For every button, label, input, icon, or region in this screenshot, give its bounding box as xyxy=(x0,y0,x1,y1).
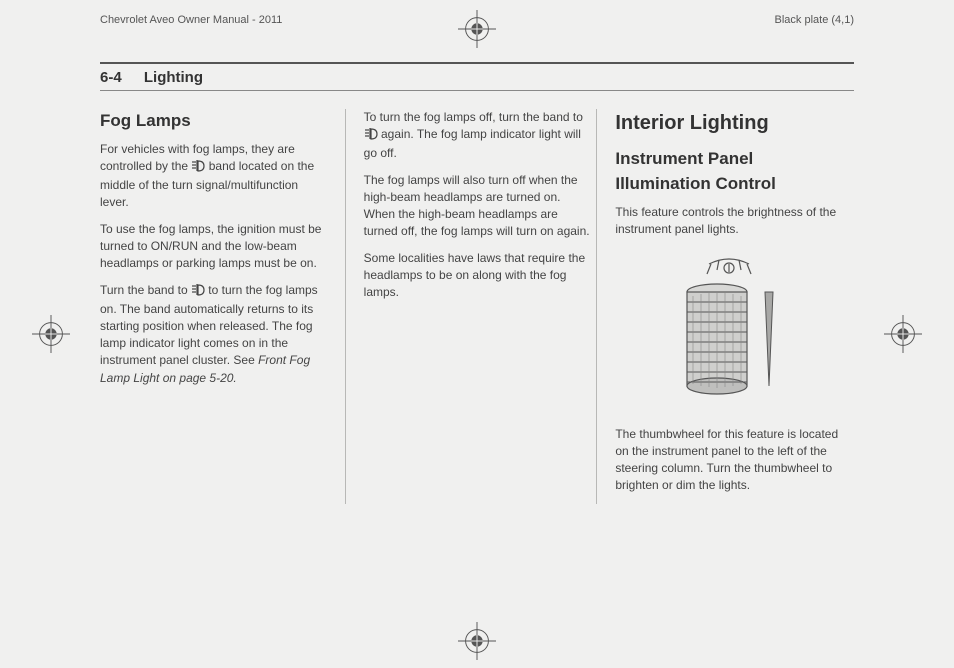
registration-mark-icon xyxy=(32,315,70,353)
registration-mark-icon xyxy=(458,10,496,48)
section-number: 6-4 xyxy=(100,69,122,86)
column-divider xyxy=(596,109,597,504)
registration-mark-icon xyxy=(458,622,496,660)
fog-lamps-heading: Fog Lamps xyxy=(100,109,327,133)
fog-lamp-icon xyxy=(191,160,205,177)
body-text: To use the fog lamps, the ignition must … xyxy=(100,221,327,272)
fog-lamp-icon xyxy=(191,284,205,301)
body-text: For vehicles with fog lamps, they are co… xyxy=(100,141,327,211)
body-text: The fog lamps will also turn off when th… xyxy=(364,172,591,240)
section-title: Lighting xyxy=(144,69,203,86)
manual-title: Chevrolet Aveo Owner Manual - 2011 xyxy=(100,14,282,26)
column-1: Fog Lamps For vehicles with fog lamps, t… xyxy=(100,109,339,504)
body-text: Turn the band to to turn the fog lamps o… xyxy=(100,282,327,386)
column-2: To turn the fog lamps off, turn the band… xyxy=(352,109,591,504)
thumbwheel-illustration xyxy=(669,256,789,406)
fog-lamp-icon xyxy=(364,128,378,145)
body-text: The thumbwheel for this feature is locat… xyxy=(615,426,842,494)
registration-mark-icon xyxy=(884,315,922,353)
text-span: To turn the fog lamps off, turn the band… xyxy=(364,110,583,124)
text-span: Turn the band to xyxy=(100,283,191,297)
text-span: again. The fog lamp indicator light will… xyxy=(364,127,581,160)
column-3: Interior Lighting Instrument Panel Illum… xyxy=(603,109,854,504)
body-text: To turn the fog lamps off, turn the band… xyxy=(364,109,591,162)
section-header: 6-4 Lighting xyxy=(100,62,854,91)
interior-lighting-heading: Interior Lighting xyxy=(615,109,842,137)
column-divider xyxy=(345,109,346,504)
plate-label: Black plate (4,1) xyxy=(775,14,854,26)
body-text: This feature controls the brightness of … xyxy=(615,204,842,238)
illumination-control-heading: Instrument Panel Illumination Control xyxy=(615,147,842,195)
body-text: Some localities have laws that require t… xyxy=(364,250,591,301)
